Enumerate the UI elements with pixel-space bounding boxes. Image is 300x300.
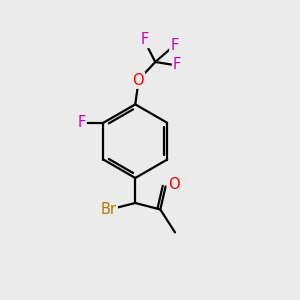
- Text: F: F: [77, 115, 86, 130]
- Text: F: F: [141, 32, 149, 47]
- Text: F: F: [170, 38, 178, 53]
- Text: O: O: [168, 177, 180, 192]
- Text: O: O: [132, 73, 144, 88]
- Text: Br: Br: [101, 202, 117, 217]
- Text: F: F: [173, 57, 181, 72]
